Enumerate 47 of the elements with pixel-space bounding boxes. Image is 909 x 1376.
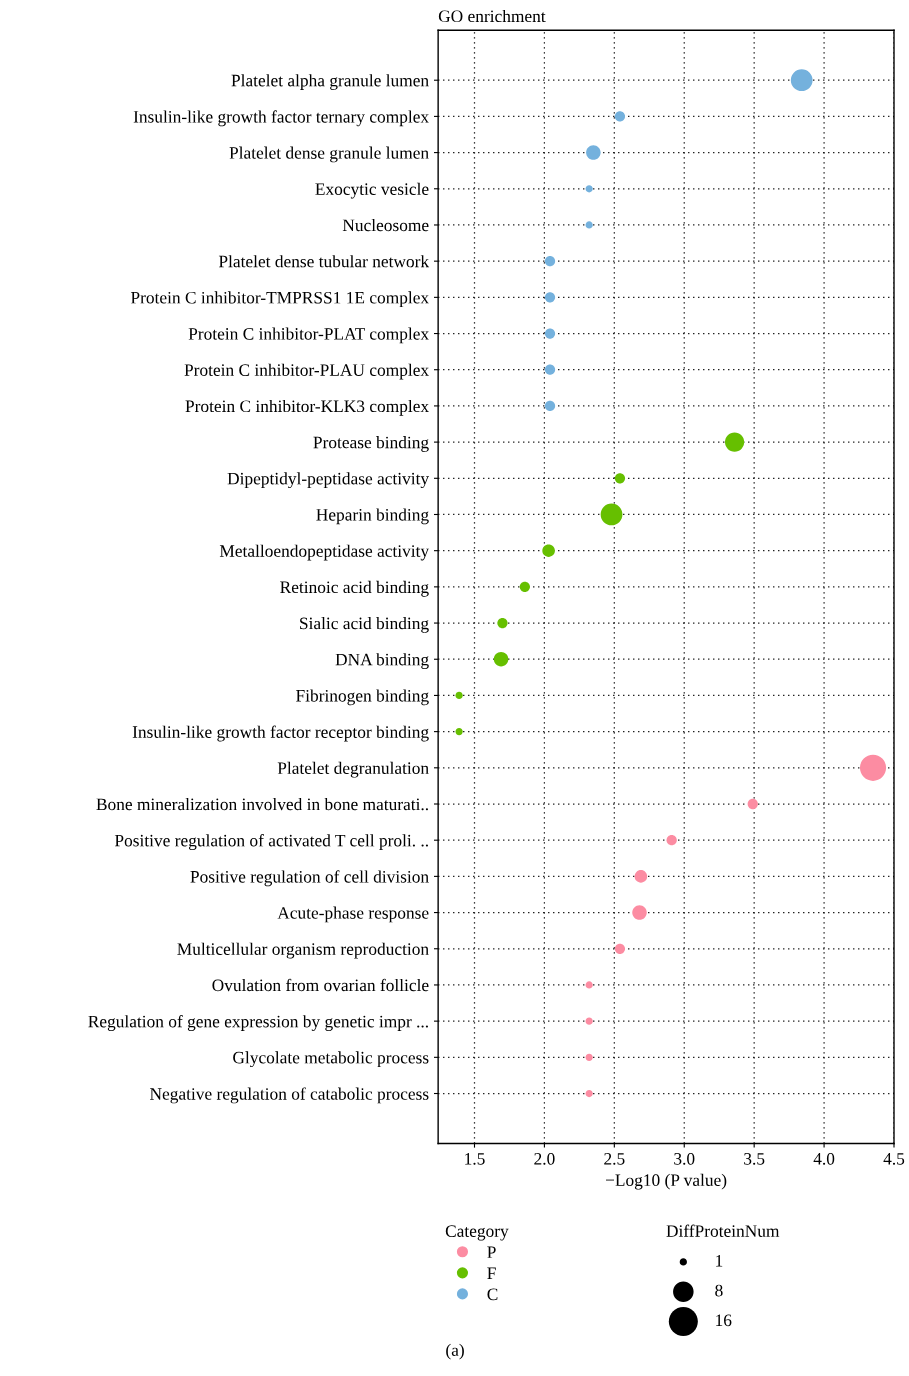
legend-title: Category xyxy=(445,1225,509,1241)
legend-label: 8 xyxy=(715,1284,723,1297)
legend-label: 1 xyxy=(716,1255,723,1267)
legend-label: C xyxy=(487,1288,498,1301)
y-tick-label: Protein C inhibitor-KLK3 complex xyxy=(185,399,429,416)
x-axis-title: −Log10 (P value) xyxy=(605,1173,727,1190)
y-tick-label: Regulation of gene expression by genetic impr ... xyxy=(88,1015,428,1031)
x-tick-label: 4.5 xyxy=(883,1153,905,1165)
y-tick-label: Protein C inhibitor-PLAU complex xyxy=(184,363,429,380)
y-tick-label: Platelet dense granule lumen xyxy=(229,146,429,163)
y-tick-label: Positive regulation of cell division xyxy=(190,870,429,887)
x-tick-label: 1.5 xyxy=(465,1153,485,1165)
legend-label: 16 xyxy=(716,1314,732,1327)
y-tick-label: Protease binding xyxy=(313,436,429,452)
y-tick-label: Metalloendopeptidase activity xyxy=(219,544,430,561)
x-tick-label: 2.0 xyxy=(534,1152,555,1165)
x-tick-label: 3.5 xyxy=(744,1153,765,1165)
y-tick-label: Nucleosome xyxy=(342,218,429,232)
y-tick-label: Protein C inhibitor-TMPRSS1 1E complex xyxy=(130,291,429,308)
y-tick-label: Dipeptidyl-peptidase activity xyxy=(227,472,430,489)
chart-title: GO enrichment xyxy=(438,9,546,23)
y-tick-label: Insulin-like growth factor receptor binding xyxy=(132,725,429,742)
y-tick-label: Fibrinogen binding xyxy=(296,689,429,706)
y-tick-label: Retinoic acid binding xyxy=(280,580,429,597)
y-tick-label: Negative regulation of catabolic process xyxy=(150,1087,429,1104)
y-tick-label: Sialic acid binding xyxy=(300,617,429,633)
x-tick-label: 4.0 xyxy=(813,1152,835,1165)
y-tick-label: Heparin binding xyxy=(316,508,429,525)
y-tick-label: Platelet degranulation xyxy=(277,761,429,778)
text: (a) xyxy=(446,1343,464,1360)
y-tick-label: Platelet dense tubular network xyxy=(218,255,430,268)
y-tick-label: Exocytic vesicle xyxy=(315,182,429,199)
y-tick-label: Platelet alpha granule lumen xyxy=(231,74,429,90)
y-tick-label: Insulin-like growth factor ternary complex xyxy=(133,110,429,127)
legend-label: P xyxy=(487,1246,496,1258)
y-tick-label: Acute-phase response xyxy=(277,906,429,923)
y-tick-label: Ovulation from ovarian follicle xyxy=(212,978,429,992)
y-tick-label: DNA binding xyxy=(335,653,429,670)
y-tick-label: Bone mineralization involved in bone maturati.. xyxy=(96,797,428,811)
x-tick-label: 3.0 xyxy=(674,1152,695,1165)
y-tick-label: Glycolate metabolic process xyxy=(233,1051,429,1068)
y-tick-label: Multicellular organism reproduction xyxy=(177,942,429,959)
x-tick-label: 2.5 xyxy=(604,1153,625,1165)
y-tick-label: Positive regulation of activated T cell proli. .. xyxy=(114,834,428,851)
text: DiffProteinNum xyxy=(666,1224,780,1237)
legend-label: F xyxy=(487,1267,496,1279)
y-tick-label: Protein C inhibitor-PLAT complex xyxy=(188,327,429,344)
